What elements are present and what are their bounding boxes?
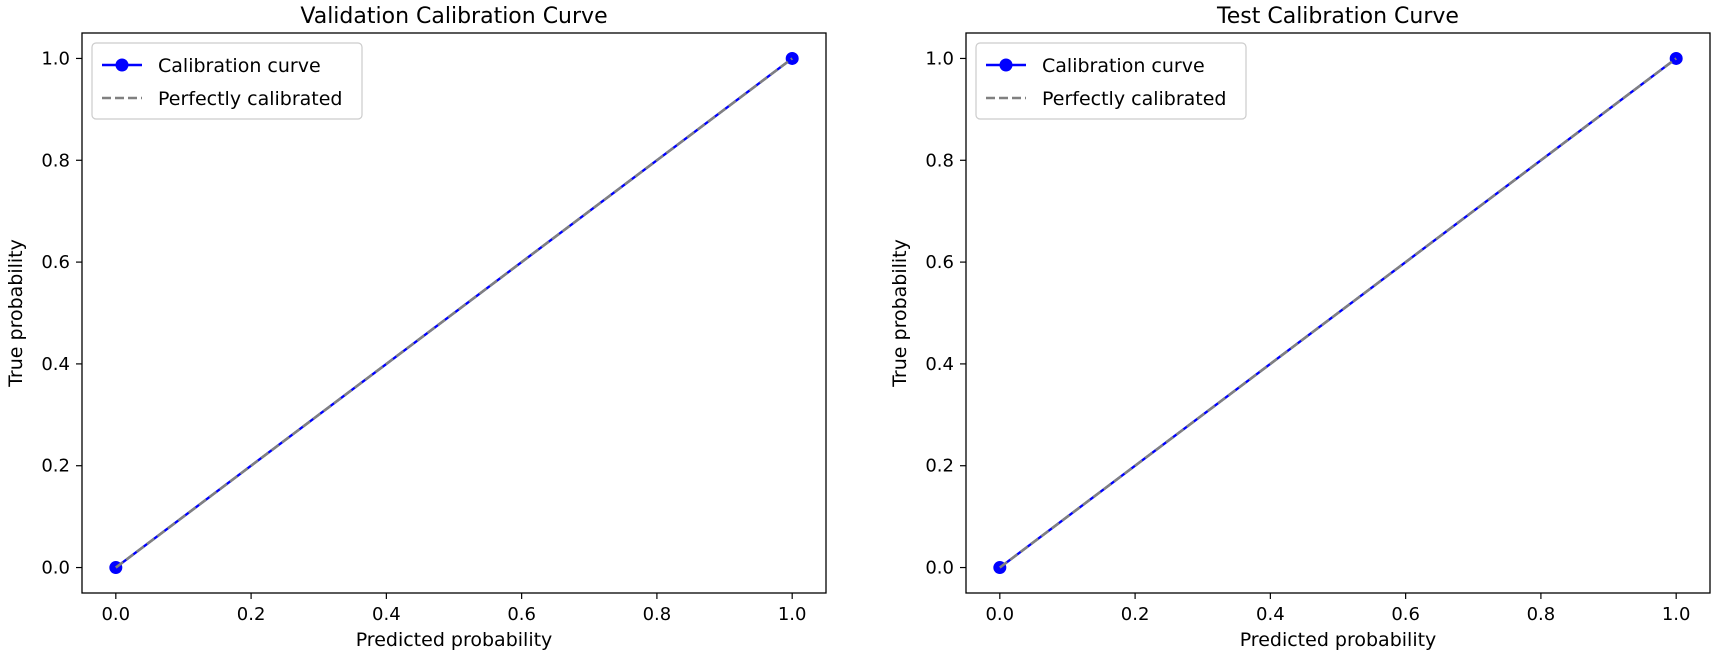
x-tick-label: 0.6 (507, 604, 536, 625)
x-tick-label: 0.8 (643, 604, 672, 625)
perfectly-calibrated-line (999, 57, 1677, 569)
x-tick-label: 0.2 (237, 604, 266, 625)
y-tick-label: 0.8 (925, 150, 954, 171)
y-tick-label: 0.0 (925, 558, 954, 579)
y-tick-label: 0.6 (41, 252, 70, 273)
x-axis-label: Predicted probability (356, 629, 553, 651)
x-tick-label: 1.0 (778, 604, 807, 625)
x-tick-label: 1.0 (1662, 604, 1691, 625)
perfectly-calibrated-line (115, 57, 793, 569)
y-axis-label: True probability (5, 239, 27, 388)
y-tick-label: 0.0 (41, 558, 70, 579)
legend-box (975, 42, 1247, 120)
test-calibration-panel: Test Calibration Curve 0.0 0.2 0.4 0.6 0.8 1.0… (889, 4, 1711, 651)
x-tick-label: 0.0 (101, 604, 130, 625)
y-tick-label: 0.4 (41, 354, 70, 375)
y-tick-label: 0.8 (41, 150, 70, 171)
legend-box (91, 42, 363, 120)
legend-calibration-curve-marker (999, 58, 1013, 72)
legend-entry-label: Calibration curve (158, 55, 321, 77)
x-tick-label: 0.8 (1527, 604, 1556, 625)
y-tick-label: 0.4 (925, 354, 954, 375)
x-tick-label: 0.0 (985, 604, 1014, 625)
y-tick-label: 0.6 (925, 252, 954, 273)
legend-entry-label: Perfectly calibrated (1042, 88, 1226, 110)
legend-entry-label: Calibration curve (1042, 55, 1205, 77)
axes-frame (965, 32, 1711, 594)
y-tick-label: 0.2 (41, 456, 70, 477)
x-tick-label: 0.6 (1391, 604, 1420, 625)
validation-calibration-panel: Validation Calibration Curve 0.0 0.2 0.4 0.6… (5, 4, 827, 651)
axes-frame (81, 32, 827, 594)
y-tick-label: 0.2 (925, 456, 954, 477)
legend-entry-label: Perfectly calibrated (158, 88, 342, 110)
y-tick-label: 1.0 (41, 48, 70, 69)
x-tick-label: 0.2 (1121, 604, 1150, 625)
chart-title: Test Calibration Curve (1216, 4, 1459, 29)
x-tick-label: 0.4 (372, 604, 401, 625)
x-axis-label: Predicted probability (1240, 629, 1437, 651)
chart-title: Validation Calibration Curve (300, 4, 607, 29)
y-tick-label: 1.0 (925, 48, 954, 69)
y-axis-label: True probability (889, 239, 911, 388)
legend-calibration-curve-marker (115, 58, 129, 72)
x-tick-label: 0.4 (1256, 604, 1285, 625)
